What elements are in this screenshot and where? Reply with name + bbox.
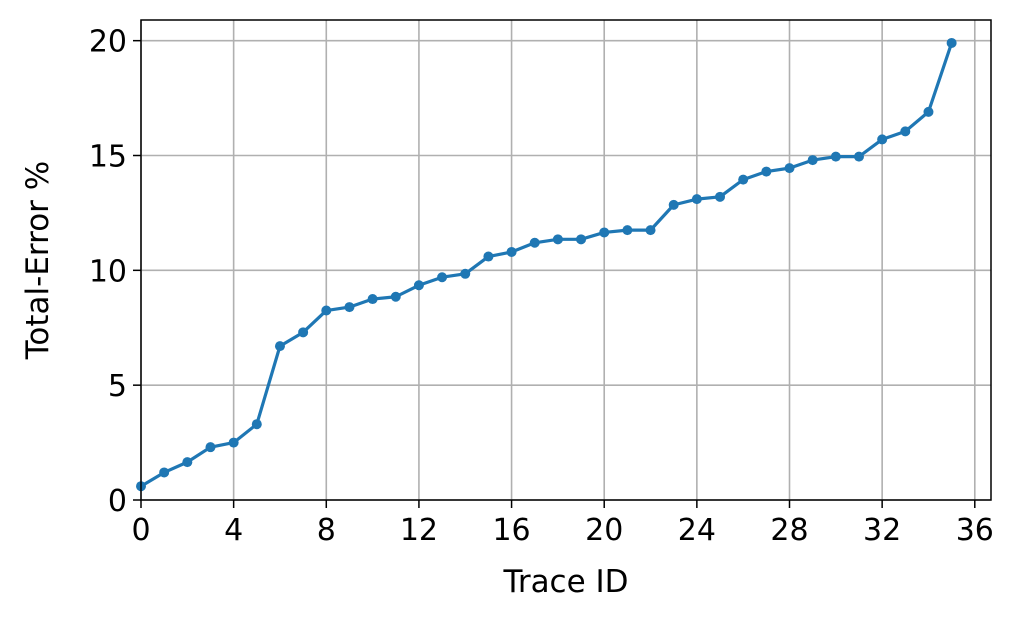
data-point (691, 194, 702, 205)
data-point (182, 457, 193, 468)
data-point (437, 272, 448, 283)
data-point (228, 437, 239, 448)
data-point (298, 327, 309, 338)
x-tick-label: 16 (492, 513, 530, 548)
data-point (645, 225, 656, 236)
y-tick-label: 0 (108, 484, 127, 519)
data-point (159, 467, 170, 478)
data-point (576, 234, 587, 245)
series-layer (136, 37, 957, 492)
data-point (483, 251, 494, 262)
data-point (321, 305, 332, 316)
data-point (251, 419, 262, 430)
data-point (622, 225, 633, 236)
x-tick-label: 0 (131, 513, 150, 548)
data-point (877, 134, 888, 145)
axis-ticks: 0 4 8 12 16 20 24 28 32 36 0 5 10 15 20 (89, 25, 994, 548)
data-point (761, 166, 772, 177)
x-tick-label: 32 (863, 513, 901, 548)
x-axis-label: Trace ID (502, 564, 628, 600)
x-tick-label: 4 (224, 513, 243, 548)
x-tick-label: 12 (400, 513, 438, 548)
data-point (205, 442, 216, 453)
grid-lines (140, 20, 991, 501)
data-point (274, 341, 285, 352)
y-tick-label: 10 (89, 254, 127, 289)
plot-frame (140, 19, 992, 501)
data-point (413, 280, 424, 291)
y-axis-label: Total-Error % (20, 161, 56, 360)
y-tick-label: 20 (89, 25, 127, 60)
data-point (529, 237, 540, 248)
data-point (715, 191, 726, 202)
data-point (344, 302, 355, 313)
data-point (506, 246, 517, 257)
data-point (552, 234, 563, 245)
data-point (784, 163, 795, 174)
x-tick-label: 28 (770, 513, 808, 548)
data-point (946, 37, 957, 48)
y-tick-label: 5 (108, 369, 127, 404)
data-point (738, 174, 749, 185)
data-point (390, 291, 401, 302)
x-tick-label: 24 (678, 513, 716, 548)
data-point (830, 151, 841, 162)
data-point (923, 106, 934, 117)
data-point (668, 199, 679, 210)
series-line (140, 42, 954, 488)
y-tick-label: 15 (89, 140, 127, 175)
x-tick-label: 20 (585, 513, 623, 548)
data-point (900, 126, 911, 137)
data-point (807, 155, 818, 166)
x-tick-label: 36 (956, 513, 994, 548)
x-tick-label: 8 (317, 513, 336, 548)
data-point (853, 151, 864, 162)
data-point (367, 294, 378, 305)
data-point (460, 268, 471, 279)
data-point (599, 227, 610, 238)
